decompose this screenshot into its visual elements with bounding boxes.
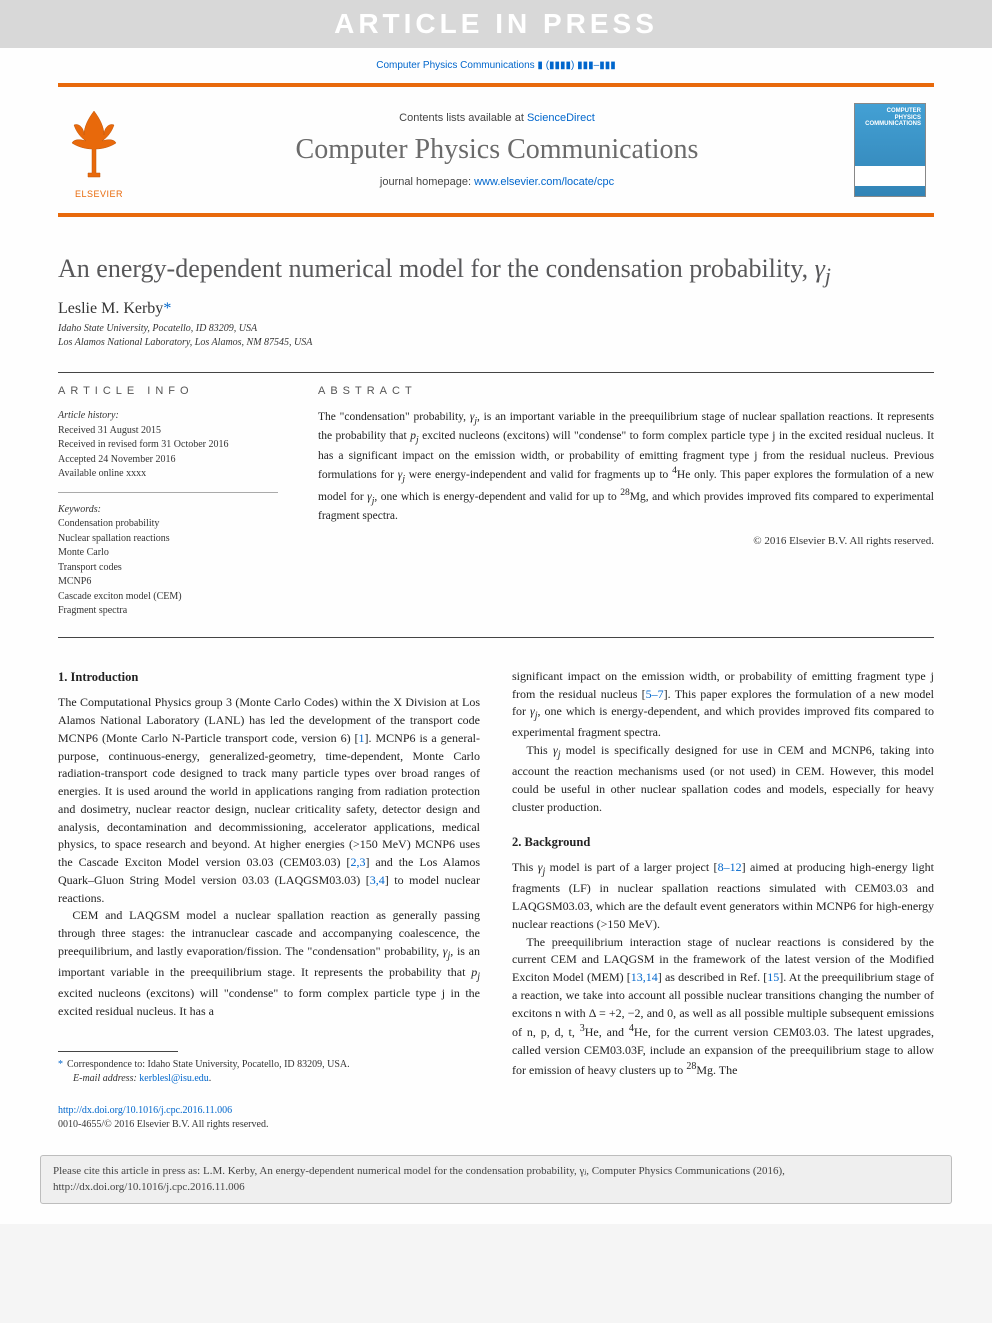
affiliation-1: Idaho State University, Pocatello, ID 83… xyxy=(58,322,934,336)
author-name: Leslie M. Kerby xyxy=(58,300,163,317)
section-heading-background: 2. Background xyxy=(512,833,934,852)
keyword: Monte Carlo xyxy=(58,546,278,561)
affiliation-2: Los Alamos National Laboratory, Los Alam… xyxy=(58,336,934,350)
article-title: An energy-dependent numerical model for … xyxy=(58,253,934,290)
paragraph: significant impact on the emission width… xyxy=(512,668,934,742)
watermark-banner: ARTICLE IN PRESS xyxy=(0,0,992,48)
title-symbol: γj xyxy=(815,254,831,283)
article-history-block: Article history: Received 31 August 2015… xyxy=(58,409,278,493)
keyword: MCNP6 xyxy=(58,575,278,590)
contents-prefix: Contents lists available at xyxy=(399,112,527,124)
journal-homepage-link[interactable]: www.elsevier.com/locate/cpc xyxy=(474,176,614,188)
keywords-label: Keywords: xyxy=(58,503,278,518)
journal-masthead: ELSEVIER Contents lists available at Sci… xyxy=(58,83,934,217)
correspondence-asterisk: * xyxy=(163,300,171,317)
keyword: Cascade exciton model (CEM) xyxy=(58,590,278,605)
article-meta-row: ARTICLE INFO Article history: Received 3… xyxy=(58,373,934,619)
doi-link[interactable]: http://dx.doi.org/10.1016/j.cpc.2016.11.… xyxy=(58,1105,232,1116)
citation-box: Please cite this article in press as: L.… xyxy=(40,1155,952,1204)
paragraph: The preequilibrium interaction stage of … xyxy=(512,934,934,1080)
page-container: ARTICLE IN PRESS Computer Physics Commun… xyxy=(0,0,992,1224)
paragraph: CEM and LAQGSM model a nuclear spallatio… xyxy=(58,907,480,1020)
paragraph: This γj model is specifically designed f… xyxy=(512,742,934,816)
journal-title: Computer Physics Communications xyxy=(140,134,854,166)
keyword: Condensation probability xyxy=(58,517,278,532)
page-footer-left: http://dx.doi.org/10.1016/j.cpc.2016.11.… xyxy=(58,1104,480,1134)
issn-copyright-line: 0010-4655/© 2016 Elsevier B.V. All right… xyxy=(58,1119,268,1130)
footnote-corr-text: Correspondence to: Idaho State Universit… xyxy=(67,1059,350,1070)
paragraph: The Computational Physics group 3 (Monte… xyxy=(58,694,480,907)
keyword: Fragment spectra xyxy=(58,604,278,619)
correspondence-footnote: * Correspondence to: Idaho State Universi… xyxy=(58,1058,480,1086)
publisher-logo-block: ELSEVIER xyxy=(58,101,140,199)
history-received: Received 31 August 2015 xyxy=(58,424,278,439)
abstract-heading: ABSTRACT xyxy=(318,385,934,397)
publisher-name: ELSEVIER xyxy=(58,189,140,199)
elsevier-tree-icon xyxy=(58,101,130,189)
history-accepted: Accepted 24 November 2016 xyxy=(58,453,278,468)
author-line: Leslie M. Kerby* xyxy=(58,300,934,318)
article-info-heading: ARTICLE INFO xyxy=(58,385,278,397)
keyword: Transport codes xyxy=(58,561,278,576)
section-heading-intro: 1. Introduction xyxy=(58,668,480,687)
author-email-link[interactable]: kerblesl@isu.edu xyxy=(139,1073,208,1084)
abstract-copyright: © 2016 Elsevier B.V. All rights reserved… xyxy=(318,535,934,547)
history-revised: Received in revised form 31 October 2016 xyxy=(58,438,278,453)
sciencedirect-link[interactable]: ScienceDirect xyxy=(527,112,595,124)
column-left: 1. Introduction The Computational Physic… xyxy=(58,668,480,1133)
journal-cover-thumbnail: COMPUTER PHYSICS COMMUNICATIONS xyxy=(854,103,926,197)
column-right: significant impact on the emission width… xyxy=(512,668,934,1133)
homepage-prefix: journal homepage: xyxy=(380,176,474,188)
contents-available-line: Contents lists available at ScienceDirec… xyxy=(140,112,854,124)
cover-title-text: COMPUTER PHYSICS COMMUNICATIONS xyxy=(859,108,921,128)
body-text-columns: 1. Introduction The Computational Physic… xyxy=(58,668,934,1133)
keywords-block: Keywords: Condensation probability Nucle… xyxy=(58,503,278,619)
paragraph: This γj model is part of a larger projec… xyxy=(512,859,934,933)
abstract-text: The "condensation" probability, γj, is a… xyxy=(318,409,934,525)
footnote-asterisk: * xyxy=(58,1059,63,1070)
history-label: Article history: xyxy=(58,409,278,424)
title-text: An energy-dependent numerical model for … xyxy=(58,254,815,283)
journal-reference-top: Computer Physics Communications ▮ (▮▮▮▮)… xyxy=(0,48,992,83)
journal-homepage-line: journal homepage: www.elsevier.com/locat… xyxy=(140,176,854,188)
keyword: Nuclear spallation reactions xyxy=(58,532,278,547)
email-label: E-mail address: xyxy=(73,1073,139,1084)
history-online: Available online xxxx xyxy=(58,467,278,482)
